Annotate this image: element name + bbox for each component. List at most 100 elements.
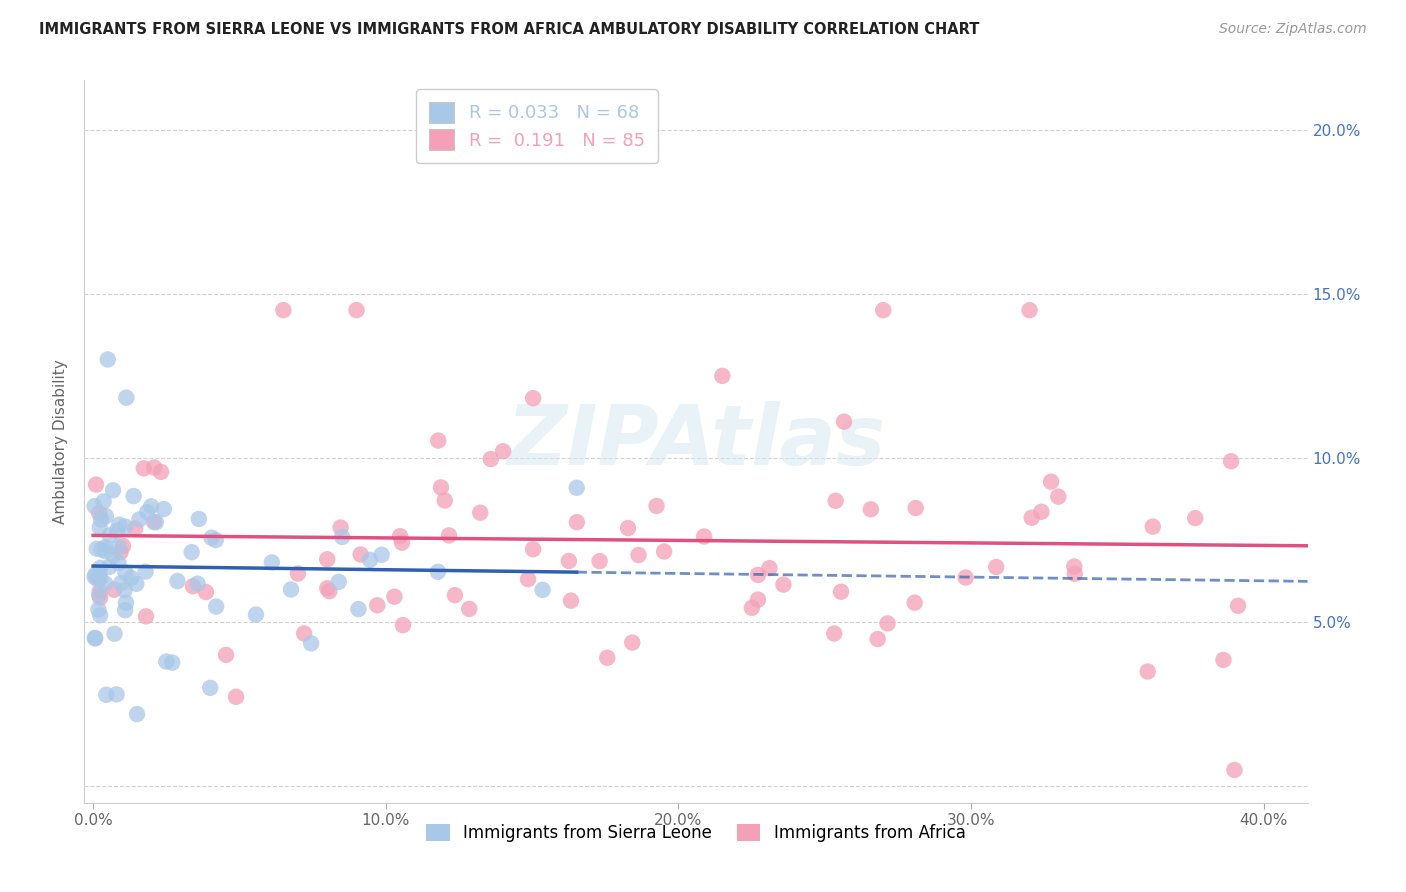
Point [758, 561, 780, 575]
Point [135, 565, 157, 579]
Point [96, 688, 118, 702]
Point [114, 603, 136, 617]
Point [904, 596, 927, 610]
Point [444, 588, 467, 602]
Point [200, 531, 222, 545]
Point [89, 520, 111, 534]
Point [150, 465, 173, 479]
Point [392, 618, 415, 632]
Point [84, 632, 107, 646]
Point [366, 599, 388, 613]
Point [479, 452, 502, 467]
Point [141, 500, 163, 514]
Point [152, 502, 174, 516]
Point [260, 556, 283, 570]
Point [87, 588, 110, 602]
Point [114, 583, 136, 598]
Point [470, 506, 492, 520]
Point [89, 571, 111, 585]
Point [83, 570, 105, 584]
Point [645, 499, 668, 513]
Point [522, 391, 544, 405]
Point [187, 576, 209, 591]
Point [458, 602, 481, 616]
Point [94, 576, 117, 591]
Point [89, 591, 111, 605]
Point [273, 303, 295, 318]
Point [384, 590, 406, 604]
Point [145, 515, 167, 529]
Point [347, 602, 370, 616]
Point [115, 596, 138, 610]
Point [105, 524, 128, 538]
Text: ZIPAtlas: ZIPAtlas [506, 401, 886, 482]
Point [166, 574, 188, 588]
Point [97, 352, 120, 367]
Point [115, 391, 138, 405]
Point [93, 494, 115, 508]
Point [89, 506, 111, 520]
Point [143, 460, 166, 475]
Point [128, 512, 150, 526]
Point [1018, 303, 1040, 318]
Point [125, 707, 148, 722]
Point [316, 581, 339, 595]
Point [824, 493, 846, 508]
Point [160, 656, 183, 670]
Point [741, 600, 763, 615]
Point [135, 609, 157, 624]
Point [94, 541, 117, 555]
Point [823, 626, 845, 640]
Point [492, 444, 515, 458]
Point [124, 521, 146, 535]
Point [711, 368, 734, 383]
Point [215, 648, 238, 662]
Point [1136, 665, 1159, 679]
Point [107, 556, 129, 570]
Point [101, 483, 124, 498]
Point [986, 560, 1008, 574]
Point [329, 520, 352, 534]
Point [558, 554, 581, 568]
Point [103, 627, 125, 641]
Point [349, 548, 371, 562]
Point [87, 567, 110, 582]
Point [103, 582, 125, 597]
Point [245, 607, 267, 622]
Point [772, 577, 794, 591]
Y-axis label: Ambulatory Disability: Ambulatory Disability [53, 359, 69, 524]
Point [89, 584, 111, 599]
Point [187, 512, 209, 526]
Point [904, 501, 927, 516]
Point [517, 572, 540, 586]
Point [1063, 559, 1085, 574]
Point [955, 570, 977, 584]
Legend: Immigrants from Sierra Leone, Immigrants from Africa: Immigrants from Sierra Leone, Immigrants… [420, 817, 972, 848]
Point [83, 499, 105, 513]
Point [1040, 475, 1063, 489]
Point [437, 528, 460, 542]
Point [84, 477, 107, 491]
Point [98, 528, 121, 542]
Point [427, 565, 450, 579]
Point [652, 544, 675, 558]
Point [292, 626, 315, 640]
Point [120, 571, 142, 585]
Point [693, 529, 716, 543]
Point [623, 106, 645, 120]
Point [1223, 763, 1246, 777]
Point [103, 549, 125, 563]
Point [859, 502, 882, 516]
Point [430, 480, 453, 494]
Point [522, 542, 544, 557]
Point [1220, 454, 1243, 468]
Point [866, 632, 889, 646]
Point [627, 548, 650, 562]
Point [89, 561, 111, 575]
Point [195, 585, 218, 599]
Point [205, 599, 228, 614]
Point [531, 582, 554, 597]
Point [110, 545, 132, 559]
Text: IMMIGRANTS FROM SIERRA LEONE VS IMMIGRANTS FROM AFRICA AMBULATORY DISABILITY COR: IMMIGRANTS FROM SIERRA LEONE VS IMMIGRAN… [39, 22, 980, 37]
Text: Source: ZipAtlas.com: Source: ZipAtlas.com [1219, 22, 1367, 37]
